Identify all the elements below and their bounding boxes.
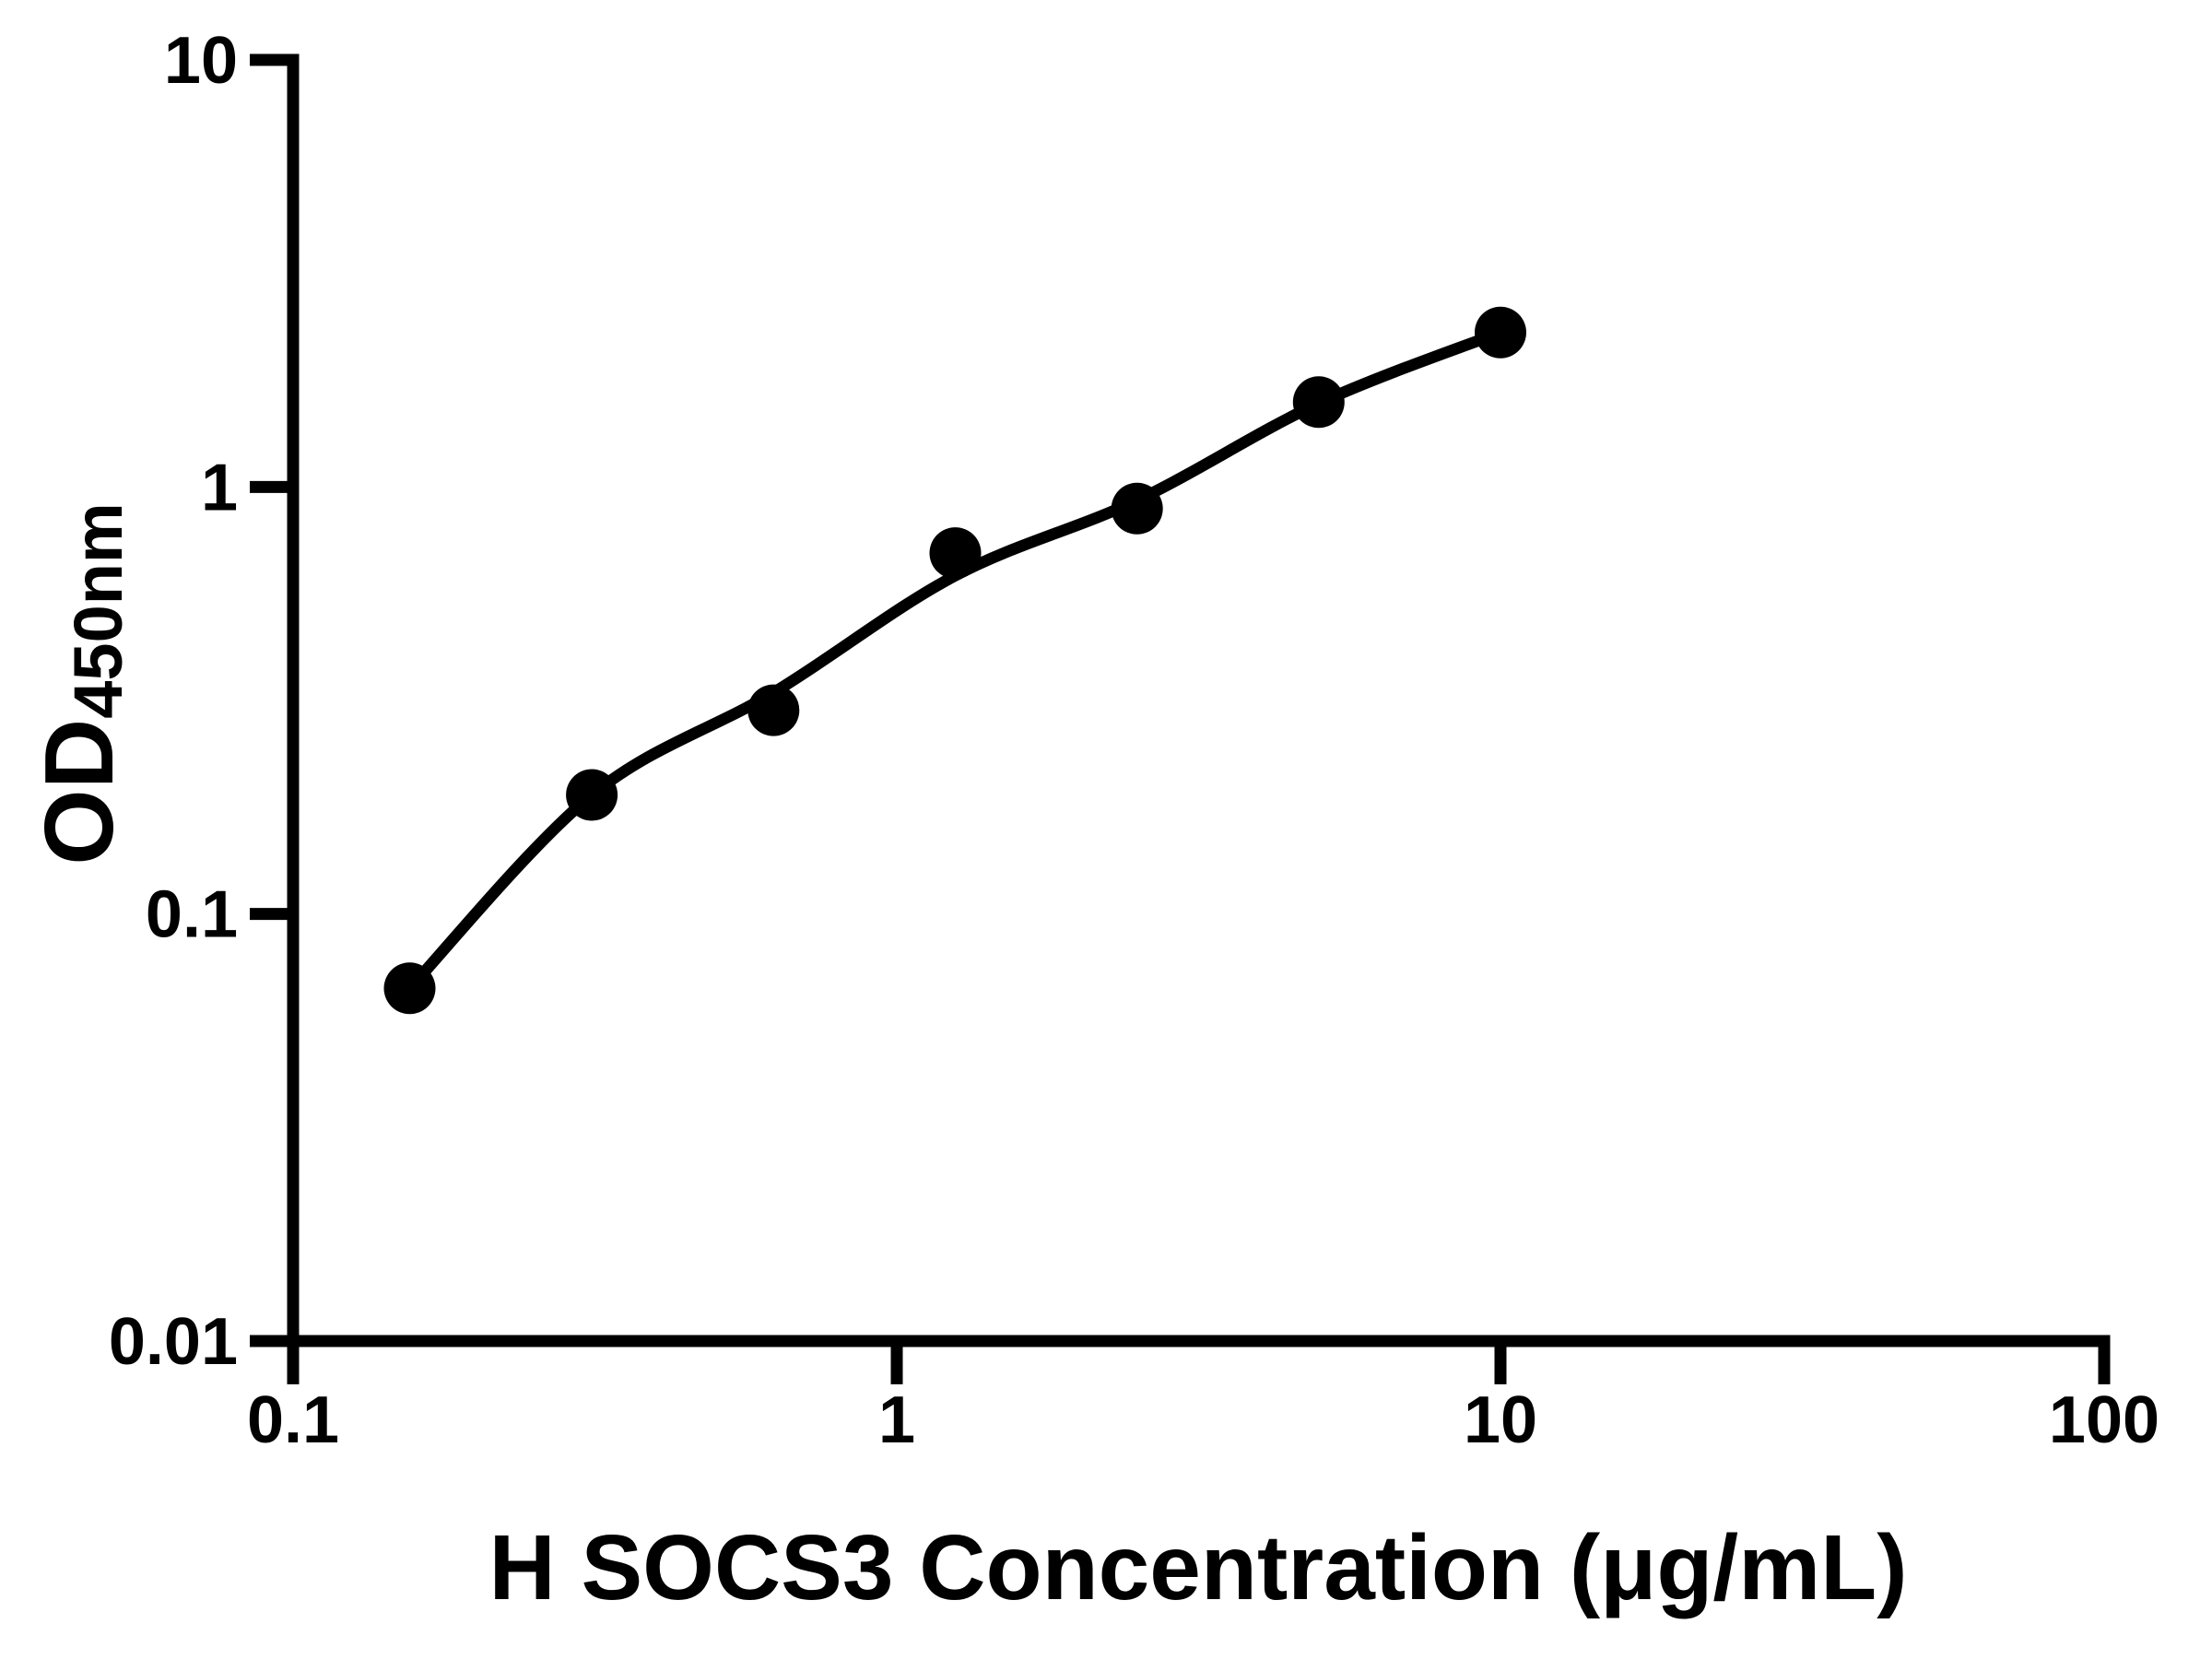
y-tick-label: 0.01 <box>109 1305 238 1379</box>
data-point-marker <box>383 962 436 1015</box>
x-tick-label: 1 <box>878 1383 915 1457</box>
axes <box>250 53 2111 1384</box>
y-axis-title-subscript: 450nm <box>60 502 136 718</box>
data-point-marker <box>929 527 982 580</box>
data-point-marker <box>566 769 618 821</box>
x-tick-label: 0.1 <box>247 1383 339 1457</box>
data-point-marker <box>1292 376 1345 429</box>
x-axis-title: H SOCS3 Concentration (μg/mL) <box>488 1516 1907 1619</box>
data-point-marker <box>747 684 800 736</box>
fit-curve-line <box>404 326 1507 994</box>
x-tick-label: 100 <box>2049 1383 2159 1457</box>
data-point-marker <box>1475 306 1526 359</box>
y-tick-label: 10 <box>164 24 238 98</box>
y-tick-label: 1 <box>201 451 238 524</box>
data-point-marker <box>1111 482 1163 535</box>
x-tick-label: 10 <box>1464 1383 1537 1457</box>
y-tick-label: 0.1 <box>146 878 238 952</box>
data-points <box>383 306 1526 1015</box>
y-axis-title-base: OD <box>25 719 134 865</box>
y-axis-title: OD450nm <box>25 502 136 865</box>
